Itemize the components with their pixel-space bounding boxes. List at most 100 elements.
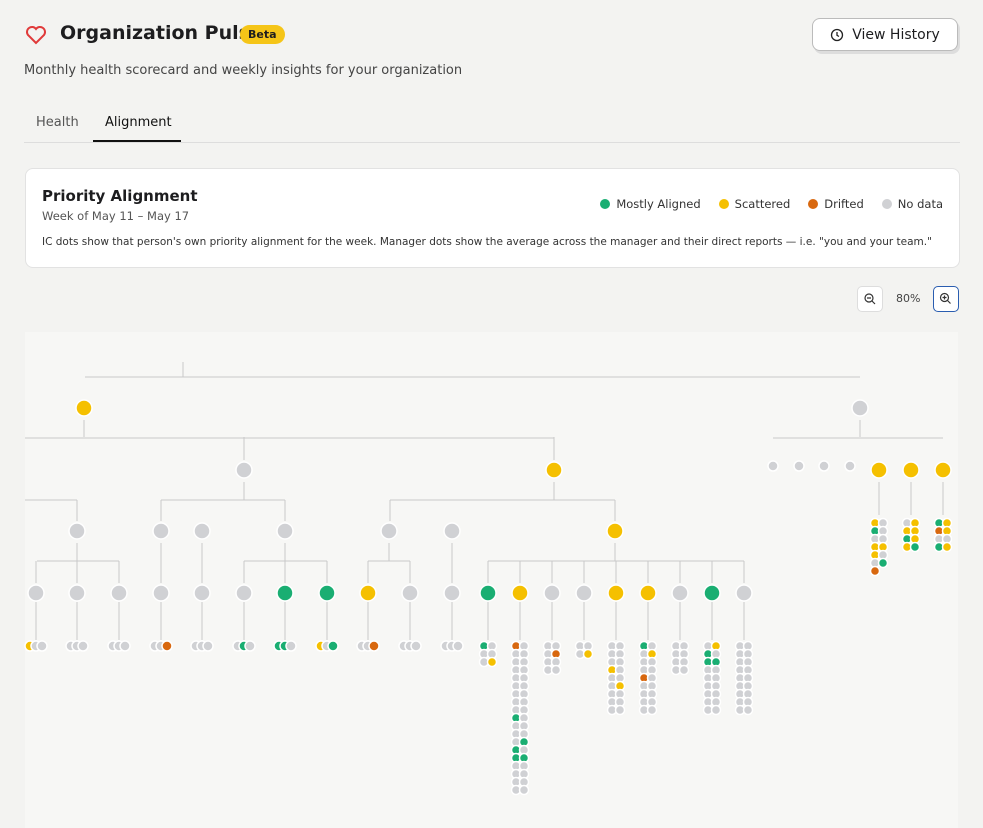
person-dot [518,736,530,748]
person-dot [877,557,889,569]
person-dot [542,656,554,668]
person-dot [638,672,650,684]
tab[interactable]: Health [36,115,79,130]
person-dot [710,672,722,684]
person-dot [356,640,368,652]
legend-item: No data [881,197,943,211]
person-dot [380,522,398,540]
person-dot [638,656,650,668]
person-dot [639,584,657,602]
card-description: IC dots show that person's own priority … [42,236,932,248]
person-dot [933,541,945,553]
person-dot [638,680,650,692]
person-dot [359,584,377,602]
person-dot [510,776,522,788]
person-dot [877,517,889,529]
heart-icon [26,26,46,45]
person-dot [901,517,913,529]
person-dot [734,640,746,652]
person-dot [510,768,522,780]
person-dot [734,672,746,684]
person-dot [877,533,889,545]
tab[interactable]: Alignment [105,115,172,130]
person-dot [933,517,945,529]
person-dot [742,648,754,660]
person-dot [638,696,650,708]
person-dot [238,640,250,652]
person-dot [702,640,714,652]
person-dot [75,399,93,417]
person-dot [202,640,214,652]
subtitle: Monthly health scorecard and weekly insi… [24,63,463,78]
person-dot [646,640,658,652]
person-dot [869,525,881,537]
person-dot [870,461,888,479]
person-dot [235,461,253,479]
person-dot [901,533,913,545]
person-dot [193,522,211,540]
person-dot [702,688,714,700]
person-dot [542,648,554,660]
person-dot [518,784,530,796]
person-dot [638,688,650,700]
person-dot [518,664,530,676]
person-dot [606,640,618,652]
person-dot [318,584,336,602]
person-dot [518,672,530,684]
clock-icon [831,28,844,41]
person-dot [742,664,754,676]
legend-item: Drifted [808,197,864,211]
person-dot [851,399,869,417]
person-dot [315,640,327,652]
person-dot [542,664,554,676]
person-dot [877,549,889,561]
person-dot [440,640,452,652]
person-dot [702,656,714,668]
person-dot [614,664,626,676]
person-dot [710,680,722,692]
person-dot [510,640,522,652]
person-dot [877,541,889,553]
person-dot [606,656,618,668]
person-dot [71,640,83,652]
person-dot [321,640,333,652]
person-dot [607,584,625,602]
person-dot [877,525,889,537]
person-dot [646,672,658,684]
person-dot [909,533,921,545]
card: Priority Alignment Week of May 11 – May … [25,168,960,268]
zoom-out-button[interactable] [857,286,883,312]
person-dot [574,640,586,652]
person-dot [606,648,618,660]
zoom-in-icon [939,292,951,304]
person-dot [518,752,530,764]
view-history-button[interactable]: View History [812,18,958,51]
person-dot [152,584,170,602]
person-dot [276,522,294,540]
person-dot [909,525,921,537]
person-dot [734,696,746,708]
person-dot [542,640,554,652]
person-dot [742,640,754,652]
person-dot [934,461,952,479]
zoom-in-button[interactable] [933,286,959,312]
person-dot [518,696,530,708]
person-dot [734,648,746,660]
person-dot [24,640,36,652]
person-dot [550,664,562,676]
person-dot [742,680,754,692]
person-dot [510,728,522,740]
person-dot [646,696,658,708]
person-dot [670,648,682,660]
legend-label: Scattered [734,197,791,211]
person-dot [614,640,626,652]
person-dot [486,640,498,652]
person-dot [614,656,626,668]
person-dot [510,680,522,692]
legend-swatch [881,199,892,209]
person-dot [710,640,722,652]
person-dot [902,461,920,479]
person-dot [285,640,297,652]
person-dot [702,680,714,692]
person-dot [646,688,658,700]
